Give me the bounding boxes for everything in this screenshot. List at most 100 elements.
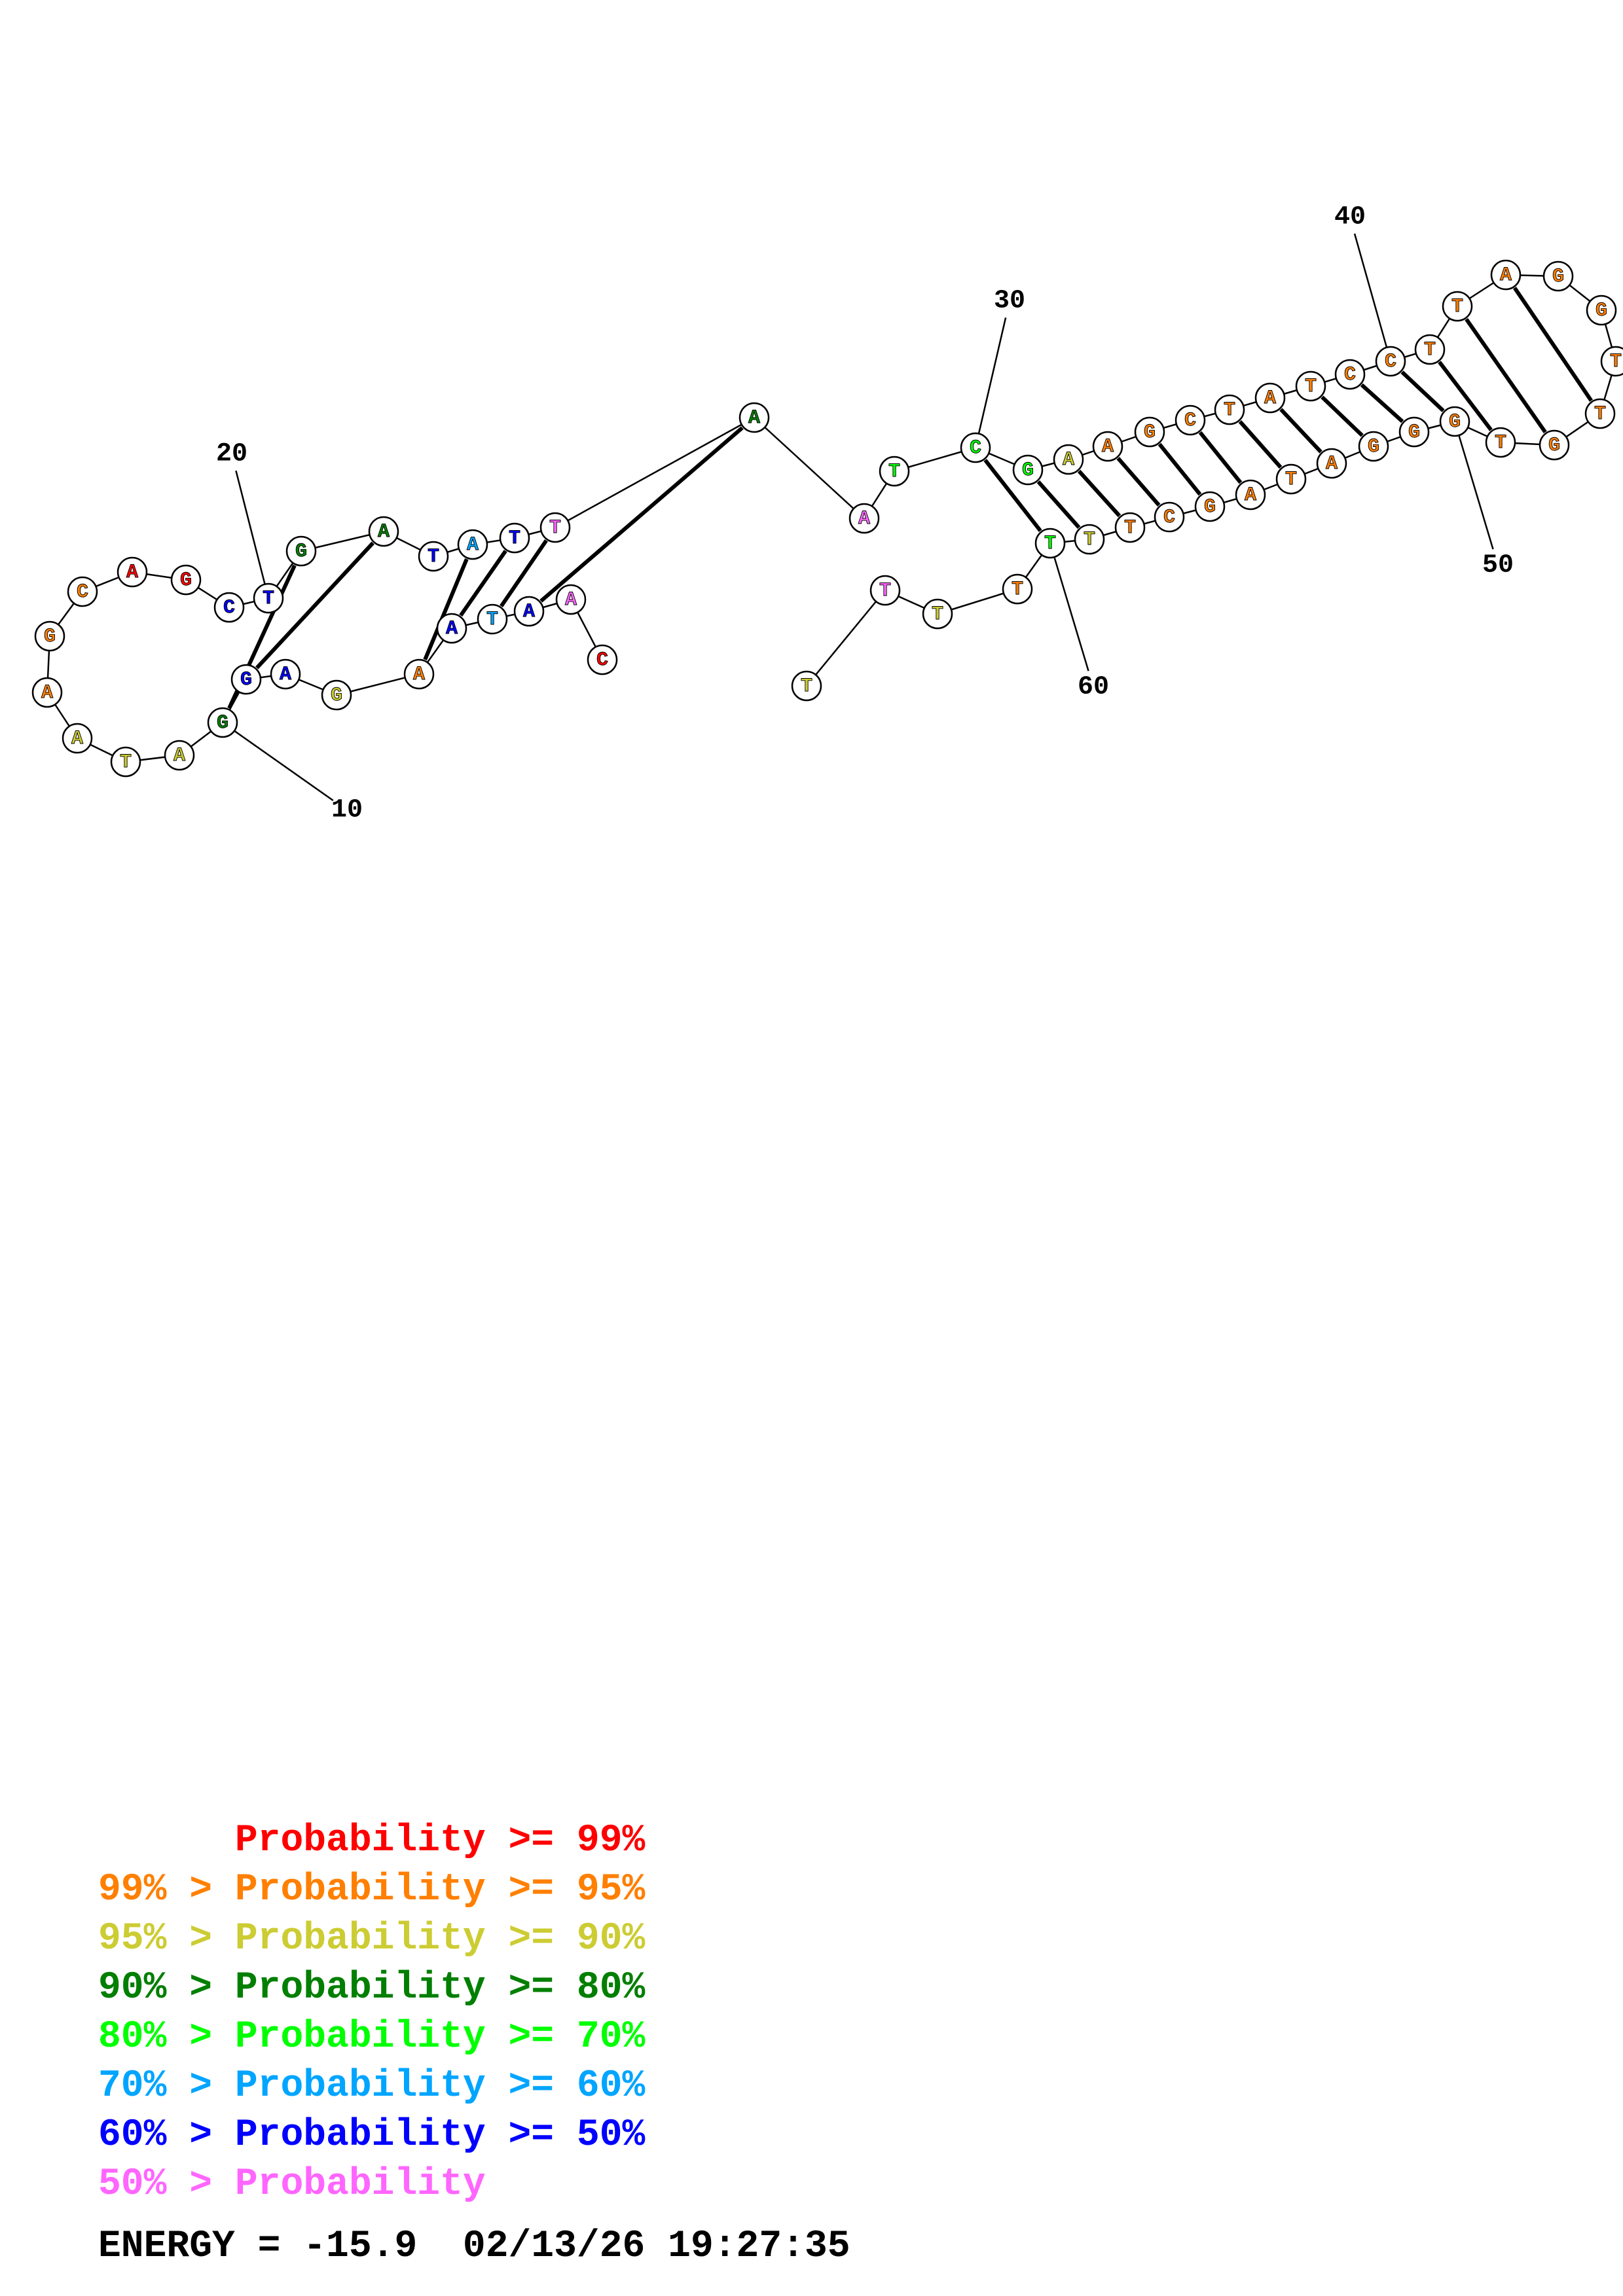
position-labels: 10 20 30 40 50 60 (216, 203, 1514, 825)
nucleotide-circle (31, 677, 63, 708)
nucleotide: G (1539, 429, 1570, 461)
nucleotide-circle (1586, 295, 1617, 326)
base-pair-bond (1438, 361, 1493, 431)
nucleotide-circle (922, 598, 953, 630)
nucleotide: G (207, 707, 238, 738)
base-pair-bond (1279, 408, 1322, 454)
base-pair-bond (983, 459, 1042, 532)
nucleotide-letter: C (1163, 507, 1175, 529)
nucleotide-letter: T (1044, 533, 1056, 555)
nucleotide-letter: A (1326, 453, 1338, 475)
nucleotide-circle (213, 592, 245, 623)
nucleotide-circle (513, 596, 545, 627)
nucleotide-letter: T (263, 588, 274, 610)
nucleotide-letter: T (879, 580, 891, 602)
nucleotide-letter: C (1344, 364, 1356, 386)
nucleotide-letter: C (1184, 410, 1196, 432)
nucleotide-circle (869, 575, 901, 606)
base-pair-bond (1036, 480, 1081, 529)
legend-row-70: 80% > Probability >= 70% (98, 2016, 646, 2058)
nucleotide: G (34, 620, 65, 652)
nucleotide: A (1053, 444, 1084, 475)
nucleotide-circle (555, 584, 587, 615)
nucleotide-letter: T (509, 528, 520, 550)
nucleotide-circle (1175, 404, 1206, 436)
nucleotide-circle (418, 541, 449, 572)
base-pair-bond (539, 426, 744, 603)
nucleotide-letter: T (486, 609, 498, 631)
backbone-segment (806, 590, 886, 687)
nucleotide-circle (1074, 524, 1105, 555)
nucleotide: A (436, 613, 467, 644)
base-pair-bond (423, 558, 469, 660)
nucleotide: A (1254, 382, 1286, 414)
nucleotide-letter: G (331, 685, 342, 707)
nucleotide-circle (321, 679, 352, 711)
nucleotide-letter: G (1204, 496, 1216, 518)
nucleotide-circle (1539, 429, 1570, 461)
base-pair-bond (1158, 442, 1202, 496)
nucleotide-circle (1414, 334, 1446, 365)
position-tick (234, 730, 334, 802)
nucleotide-letter: G (217, 712, 228, 734)
nucleotide-letter: A (126, 562, 138, 584)
nucleotide-letter: C (1385, 351, 1396, 373)
nucleotide-circle (1485, 427, 1516, 458)
nucleotide: A (739, 402, 770, 433)
nucleotide-circle (848, 503, 880, 534)
nucleotide-circle (539, 512, 571, 543)
nucleotide: G (1358, 431, 1389, 462)
nucleotide-letter: C (77, 581, 88, 603)
nucleotide: A (1490, 259, 1522, 291)
nucleotide-letter: A (1500, 264, 1512, 287)
base-pair-bond (500, 539, 548, 607)
nucleotide: T (1002, 573, 1033, 605)
base-pair-bond (1360, 383, 1404, 423)
nucleotide-circle (1542, 260, 1574, 292)
nucleotide-circle (1275, 463, 1307, 495)
nucleotide: T (418, 541, 449, 572)
nucleotide-circle (1053, 444, 1084, 475)
backbone-segment (555, 416, 755, 529)
nucleotide-circle (34, 620, 65, 652)
nucleotide: T (1295, 370, 1326, 402)
nucleotide-letter: A (748, 407, 760, 429)
nucleotide-circle (1092, 431, 1123, 462)
nucleotide-letter: T (428, 546, 439, 568)
nucleotide: C (960, 432, 991, 463)
nucleotide-letter: A (565, 589, 577, 611)
position-tick (1053, 556, 1089, 672)
nucleotide-letter: T (1610, 351, 1622, 373)
nucleotide-letter: G (1408, 422, 1420, 444)
nucleotide: A (117, 556, 148, 588)
nucleotide-letter: C (596, 649, 608, 672)
nucleotide-circle (1235, 479, 1266, 511)
nucleotide-letter: T (801, 675, 812, 698)
nucleotide-letter: T (1084, 529, 1095, 551)
nucleotide-letter: T (549, 517, 561, 539)
nucleotide-letter: C (223, 597, 235, 619)
nucleotide-letter: G (1022, 459, 1034, 482)
base-pair-bond (255, 541, 374, 670)
nucleotide: G (1012, 454, 1044, 486)
nucleotide: C (213, 592, 245, 623)
nucleotide: A (164, 740, 195, 771)
nucleotide: A (555, 584, 587, 615)
nucleotide: T (1442, 291, 1473, 322)
position-tick (235, 470, 266, 584)
legend-row-99: Probability >= 99% (98, 1820, 646, 1862)
nucleotide-letter: T (932, 603, 943, 626)
nucleotide: A (270, 658, 301, 690)
nucleotide-letter: G (1548, 435, 1560, 457)
nucleotide-circle (270, 658, 301, 690)
nucleotide: T (1600, 346, 1623, 377)
nucleotide-circle (1295, 370, 1326, 402)
legend-row-60: 70% > Probability >= 60% (98, 2065, 646, 2108)
nucleotide-circle (1034, 528, 1066, 559)
position-label: 50 (1482, 551, 1514, 581)
nucleotide: A (513, 596, 545, 627)
nucleotide-letter: G (180, 569, 192, 592)
nucleotide-letter: G (295, 541, 307, 563)
